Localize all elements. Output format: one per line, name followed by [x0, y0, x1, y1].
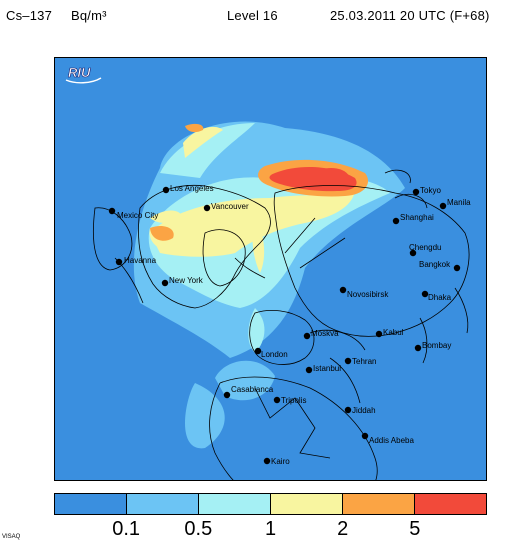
cities-layer: Tokyo Manila Los Angeles Vancouver Shanghai M…: [108, 184, 471, 466]
credit-label: VISAQ: [2, 534, 21, 540]
city-marker-tehran: Tehran: [344, 357, 376, 366]
city-dot-shanghai: [392, 217, 400, 225]
city-label-novosibirsk: Novosibirsk: [347, 290, 389, 299]
city-dot-manila: [439, 202, 447, 210]
species-label: Cs–137: [6, 8, 53, 23]
city-marker-kabul: Kabul: [375, 328, 404, 338]
legend-swatch-4: [271, 494, 343, 514]
legend-swatch-3: [199, 494, 271, 514]
city-label-havanna: Havanna: [124, 256, 157, 265]
unit-label: Bq/m³: [71, 8, 107, 23]
legend-swatch-5: [343, 494, 415, 514]
city-label-moskva: Moskva: [311, 329, 339, 338]
city-label-vancouver: Vancouver: [211, 202, 249, 211]
city-dot-bangkok: [453, 264, 461, 272]
city-label-bangkok: Bangkok: [419, 260, 451, 269]
city-marker-bangkok: Bangkok: [419, 260, 461, 272]
dispersion-map[interactable]: RIU Tokyo Manila Los Angeles Vancouver Shang…: [54, 57, 487, 481]
city-marker-istanbul: Istanbul: [305, 364, 341, 374]
city-label-tokyo: Tokyo: [420, 186, 441, 195]
city-label-london: London: [261, 350, 288, 359]
legend-tick-label: 2: [337, 518, 349, 540]
city-dot-tripolis: [273, 396, 281, 404]
city-marker-addis-abeba: Addis Abeba: [361, 432, 414, 445]
legend-tick-label: 1: [264, 518, 277, 540]
riu-logo-text: RIU: [68, 65, 91, 80]
city-dot-jiddah: [344, 406, 352, 414]
map-canvas: RIU Tokyo Manila Los Angeles Vancouver Shang…: [55, 58, 486, 480]
city-dot-bombay: [414, 344, 422, 352]
city-label-shanghai: Shanghai: [400, 213, 434, 222]
city-marker-manila: Manila: [439, 198, 471, 210]
plume-level-5: [269, 166, 357, 192]
city-label-jiddah: Jiddah: [352, 406, 376, 415]
city-marker-chengdu: Chengdu: [409, 243, 441, 257]
city-dot-london: [254, 347, 262, 355]
city-dot-istanbul: [305, 366, 313, 374]
city-marker-novosibirsk: Novosibirsk: [339, 286, 389, 299]
city-marker-kairo: Kairo: [263, 457, 290, 466]
city-label-kairo: Kairo: [271, 457, 290, 466]
city-marker-new-york: New York: [161, 276, 204, 287]
level-label: Level 16: [227, 8, 278, 23]
city-dot-los-angeles: [162, 186, 170, 194]
city-marker-vancouver: Vancouver: [203, 202, 249, 212]
city-dot-mexico-city: [108, 207, 116, 215]
city-dot-dhaka: [421, 290, 429, 298]
city-dot-havanna: [115, 258, 123, 266]
city-marker-jiddah: Jiddah: [344, 406, 376, 415]
city-dot-moskva: [303, 332, 311, 340]
city-label-manila: Manila: [447, 198, 471, 207]
city-dot-vancouver: [203, 204, 211, 212]
city-label-tripolis: Tripolis: [281, 396, 306, 405]
city-dot-addis-abeba: [361, 432, 369, 440]
city-label-casablanca: Casablanca: [231, 385, 274, 394]
city-marker-bombay: Bombay: [414, 341, 451, 352]
legend-tick-label: 0.1: [112, 518, 141, 540]
city-dot-new-york: [161, 279, 169, 287]
city-marker-tripolis: Tripolis: [273, 396, 306, 405]
legend-tick-label: 5: [409, 518, 421, 540]
city-marker-los-angeles: Los Angeles: [162, 184, 214, 194]
city-marker-havanna: Havanna: [115, 256, 157, 266]
city-label-los-angeles: Los Angeles: [170, 184, 214, 193]
city-label-dhaka: Dhaka: [428, 293, 452, 302]
city-marker-tokyo: Tokyo: [412, 186, 441, 196]
city-marker-shanghai: Shanghai: [392, 213, 434, 225]
city-label-addis-abeba: Addis Abeba: [369, 436, 414, 445]
city-dot-tokyo: [412, 188, 420, 196]
legend-swatch-1: [55, 494, 127, 514]
city-dot-kairo: [263, 457, 271, 465]
city-label-bombay: Bombay: [422, 341, 451, 350]
timestamp-label: 25.03.2011 20 UTC (F+68): [330, 8, 490, 23]
city-dot-novosibirsk: [339, 286, 347, 294]
city-label-mexico-city: Mexico City: [117, 211, 158, 220]
city-label-istanbul: Istanbul: [313, 364, 341, 373]
city-label-tehran: Tehran: [352, 357, 376, 366]
city-marker-casablanca: Casablanca: [223, 385, 274, 399]
color-scale-legend: [54, 493, 487, 515]
legend-tick-label: 0.5: [184, 518, 213, 540]
city-dot-casablanca: [223, 391, 231, 399]
city-label-chengdu: Chengdu: [409, 243, 441, 252]
city-marker-london: London: [254, 347, 288, 359]
city-dot-tehran: [344, 357, 352, 365]
city-marker-moskva: Moskva: [303, 329, 339, 340]
city-label-new-york: New York: [169, 276, 204, 285]
city-marker-dhaka: Dhaka: [421, 290, 452, 302]
city-dot-chengdu: [409, 249, 417, 257]
riu-logo: RIU: [65, 65, 102, 84]
legend-swatch-6: [415, 494, 486, 514]
legend-swatch-2: [127, 494, 199, 514]
city-dot-kabul: [375, 330, 383, 338]
city-marker-mexico-city: Mexico City: [108, 207, 158, 220]
city-label-kabul: Kabul: [383, 328, 404, 337]
